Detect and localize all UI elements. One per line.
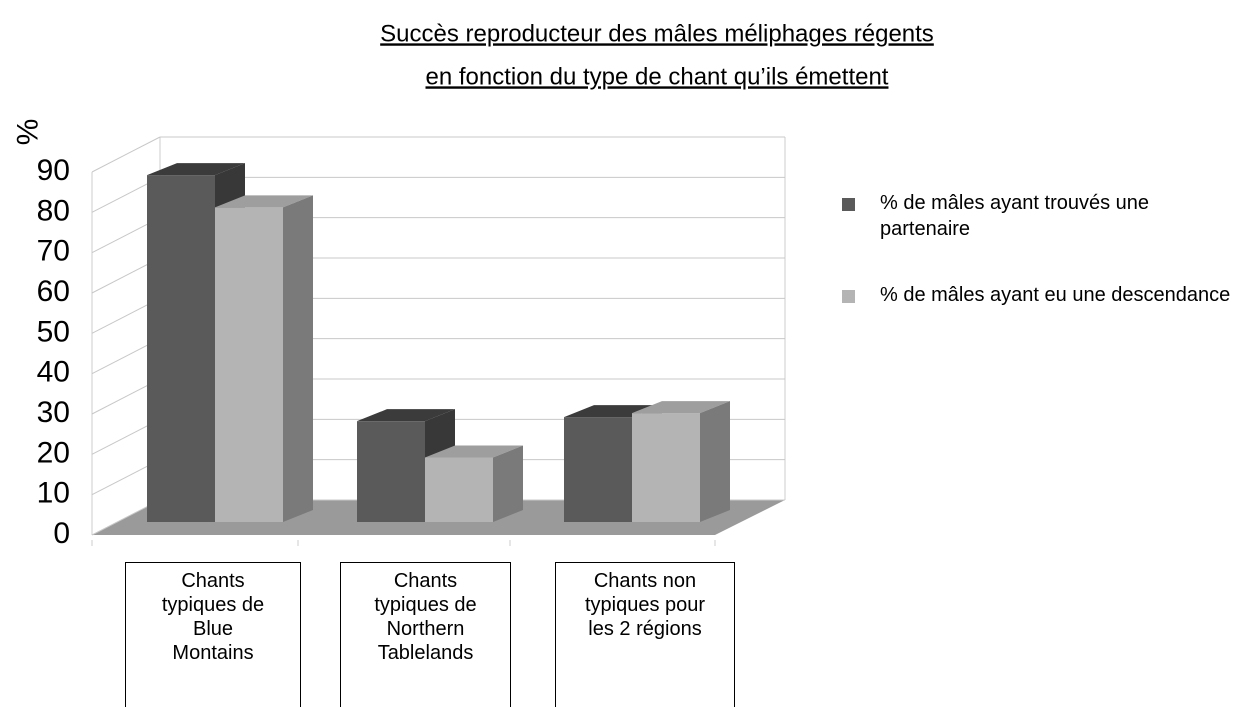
y-tick-label: 70 [37,235,70,268]
bar-side [283,195,313,522]
y-axis-label: % [10,119,43,146]
grid-line [91,136,161,173]
bar [357,421,425,522]
bar-side [700,401,730,522]
y-tick-label: 90 [37,154,70,187]
x-tick-label: Chants typiques de Northern Tablelands [374,570,477,664]
y-tick-label: 10 [37,477,70,510]
y-tick-label: 20 [37,436,70,469]
chart-title: en fonction du type de chant qu’ils émet… [426,63,889,90]
chart-title: Succès reproducteur des mâles méliphages… [380,20,934,47]
legend-swatch [842,198,855,211]
y-tick-label: 0 [53,517,70,550]
y-tick-label: 40 [37,356,70,389]
y-tick-label: 60 [37,275,70,308]
bar-top [357,409,455,422]
x-tick-label: Chants non typiques pour les 2 régions [584,570,706,640]
x-tick-label-box: Chants typiques de Blue Montains [125,562,301,707]
y-tick-label: 80 [37,194,70,227]
x-tick-label-box: Chants typiques de Northern Tablelands [340,562,511,707]
bar-top [632,401,730,414]
bar [632,413,700,522]
legend-label: % de mâles ayant eu une descendance [880,284,1231,306]
legend-swatch [842,290,855,303]
y-tick-label: 30 [37,396,70,429]
bar [425,457,493,522]
x-tick-label-box: Chants non typiques pour les 2 régions [555,562,735,707]
legend-label: % de mâles ayant trouvés une partenaire [880,192,1150,240]
bar [564,417,632,522]
bar [215,207,283,522]
bar [147,175,215,522]
y-tick-label: 50 [37,315,70,348]
bar-top [215,195,313,208]
bar-side [493,445,523,522]
bar-top [147,163,245,176]
bar-top [425,445,523,458]
x-tick-label: Chants typiques de Blue Montains [161,570,265,664]
